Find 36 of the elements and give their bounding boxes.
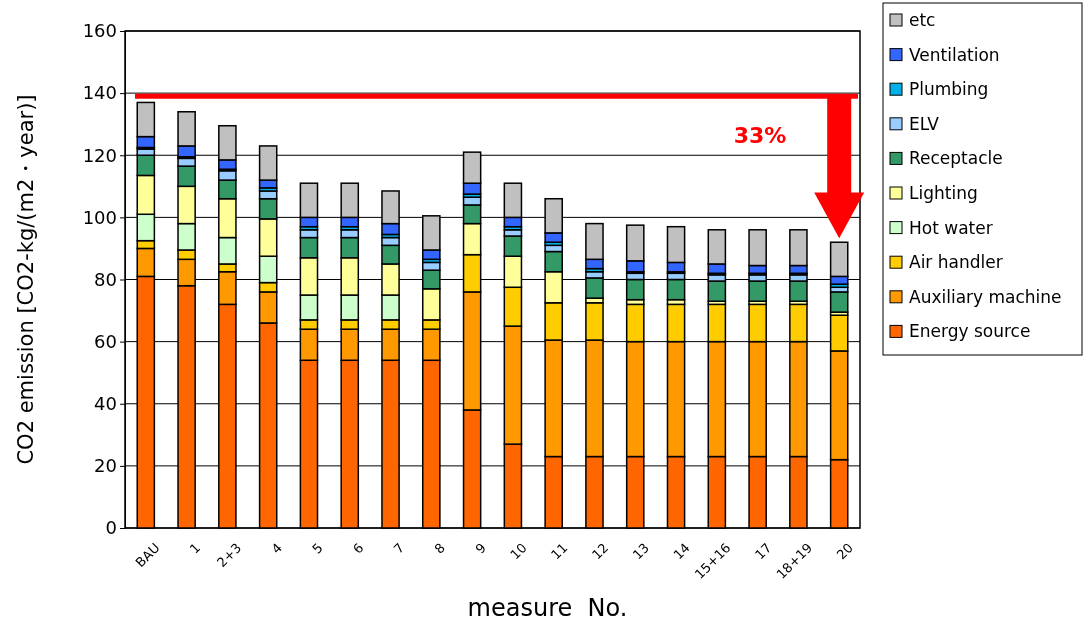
- y-tick-label: 120: [82, 144, 117, 166]
- annotation: 33%: [733, 123, 787, 148]
- x-tick-label: 9: [472, 540, 489, 557]
- legend-label: Lighting: [909, 183, 978, 203]
- legend-label: Plumbing: [909, 79, 989, 100]
- x-tick-label: 12: [588, 540, 612, 563]
- x-tick-label: 7: [390, 540, 408, 557]
- x-tick-label: 20: [833, 540, 856, 563]
- y-tick-label: 80: [94, 268, 117, 290]
- legend-label: Receptacle: [909, 148, 1003, 169]
- x-tick-label: 4: [268, 540, 285, 557]
- x-tick-label: 17: [752, 540, 775, 563]
- y-axis-title: CO2 emission [CO2-kg/(m2・year)]: [14, 94, 38, 465]
- legend-label: Auxiliary machine: [909, 286, 1062, 307]
- x-tick-label: 6: [350, 540, 367, 557]
- x-tick-label: 1: [186, 540, 204, 557]
- y-tick-label: 140: [82, 82, 117, 104]
- x-tick-label: 14: [670, 540, 693, 563]
- x-tick-label: 8: [431, 540, 449, 557]
- x-tick-label: 5: [309, 540, 326, 557]
- legend-label: Energy source: [909, 321, 1031, 342]
- y-tick-label: 20: [94, 455, 117, 477]
- y-tick-label: 160: [82, 20, 117, 42]
- legend-label: Ventilation: [909, 44, 1000, 65]
- y-tick-label: 0: [105, 517, 117, 539]
- y-tick-label: 40: [94, 393, 117, 415]
- legend-label: ELV: [909, 113, 940, 134]
- legend-label: Air handler: [909, 252, 1003, 273]
- y-tick-label: 60: [94, 330, 117, 352]
- legend-label: etc: [909, 10, 936, 30]
- x-tick-label: 13: [629, 540, 653, 563]
- x-tick-label: 10: [507, 540, 530, 563]
- x-axis-title: measure No.: [467, 594, 628, 622]
- legend-label: Hot water: [909, 217, 993, 238]
- x-tick-label: 11: [548, 540, 571, 563]
- y-tick-label: 100: [82, 206, 117, 228]
